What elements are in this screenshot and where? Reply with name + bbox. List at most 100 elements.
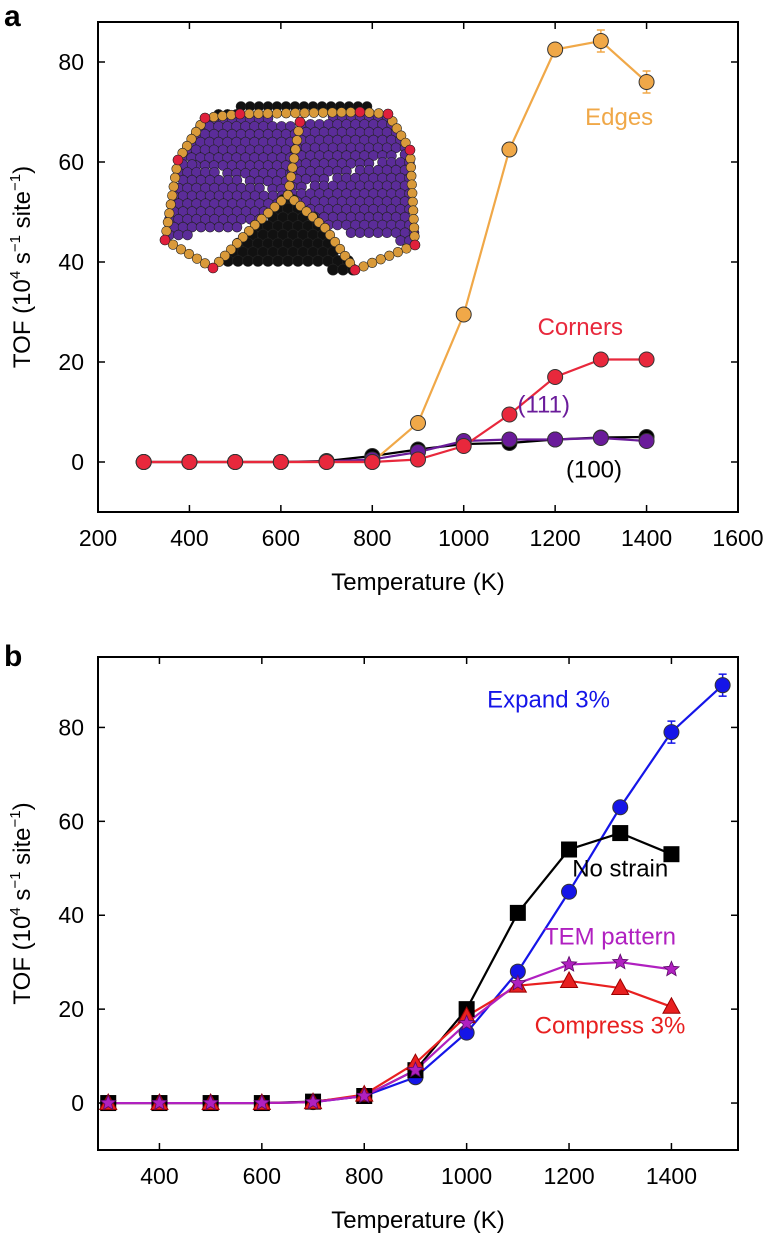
atom [327,107,338,118]
x-tick-label: 800 [345,1163,383,1189]
y-tick-label: 0 [71,449,84,475]
atom [354,227,366,239]
expand-3-line [108,684,724,1105]
atom [285,121,296,132]
atom [349,264,361,276]
tem-pattern-point [355,1086,373,1104]
y-axis-label: TOF (104 s−1 site−1) [7,802,36,1004]
atom [324,229,336,241]
x-tick-label: 800 [353,525,391,551]
atom [222,221,234,233]
x-tick-label: 1400 [621,525,672,551]
atom [208,111,219,123]
atom [219,250,231,261]
no-strain-annotation: No strain [572,855,668,882]
atom [209,167,220,178]
atom [407,188,418,199]
atom [290,107,301,119]
compress-3-annotation: Compress 3% [535,1013,686,1040]
atom [237,232,249,243]
atom [231,221,243,233]
atom [329,236,341,248]
atom [217,110,228,122]
atom [285,171,297,182]
atom [195,221,207,233]
tem-pattern-point [509,974,527,991]
no-strain-point [612,825,629,842]
atom [171,163,182,174]
expand-3-point [458,1024,475,1041]
corners-point [547,369,564,385]
atom [287,162,298,173]
atom [319,222,331,234]
atom [381,227,393,239]
atom [291,135,303,146]
tem-pattern-point [611,953,629,970]
tem-pattern-point [662,960,681,977]
atom [191,253,203,264]
no-strain-point [663,846,680,863]
atom [161,226,172,237]
x-tick-label: 1000 [438,525,489,551]
atom [167,239,179,250]
atom [242,255,254,267]
atom [175,244,187,255]
atom [294,116,306,128]
atom [327,263,339,276]
atom [162,217,173,228]
atom [262,108,273,119]
tem-pattern-point [99,1094,117,1111]
atom [243,226,255,237]
tem-pattern-point [560,955,578,972]
atom [364,107,375,118]
corners-point [638,351,655,368]
tem-pattern-point [150,1094,169,1111]
atom [317,107,329,118]
atom [252,255,264,267]
edges-point [501,141,518,158]
panel-b-label: b [4,640,22,673]
atom [232,255,244,267]
atom [299,107,310,119]
atom [392,247,403,258]
atom [213,221,225,233]
atom [253,108,264,119]
corners-annotation: Corners [538,314,623,341]
atom [336,107,347,118]
edges-point [547,41,564,58]
x-tick-label: 1200 [543,1163,594,1189]
atom [272,255,284,267]
tem-pattern-point [202,1094,220,1111]
atom [284,180,295,191]
atom [312,255,324,267]
corners-point [410,451,426,468]
no-strain-point [561,841,578,858]
atom [167,190,178,201]
y-tick-label: 20 [58,349,84,375]
atom [225,244,237,255]
atom [382,108,394,120]
atom [409,239,421,251]
atom [384,250,395,261]
corners-point [318,454,335,470]
y-axis-label: TOF (104 s−1 site−1) [7,166,36,368]
atom [345,107,356,118]
x-axis-label: Temperature (K) [331,569,504,596]
plot-frame [97,21,739,513]
atom [183,248,195,260]
tem-pattern-line [108,961,672,1105]
edges-annotation: Edges [585,104,653,131]
atom [334,243,346,255]
atom [199,258,211,269]
atom [292,255,304,267]
tem-pattern-point [458,1014,476,1031]
x-tick-label: 1600 [712,525,763,551]
atom [231,238,243,249]
x-tick-label: 1000 [441,1163,492,1189]
corners-point [135,454,152,470]
atom [345,227,357,239]
tem-pattern-point [253,1094,271,1111]
atom [276,195,287,207]
x-tick-label: 600 [243,1163,281,1189]
